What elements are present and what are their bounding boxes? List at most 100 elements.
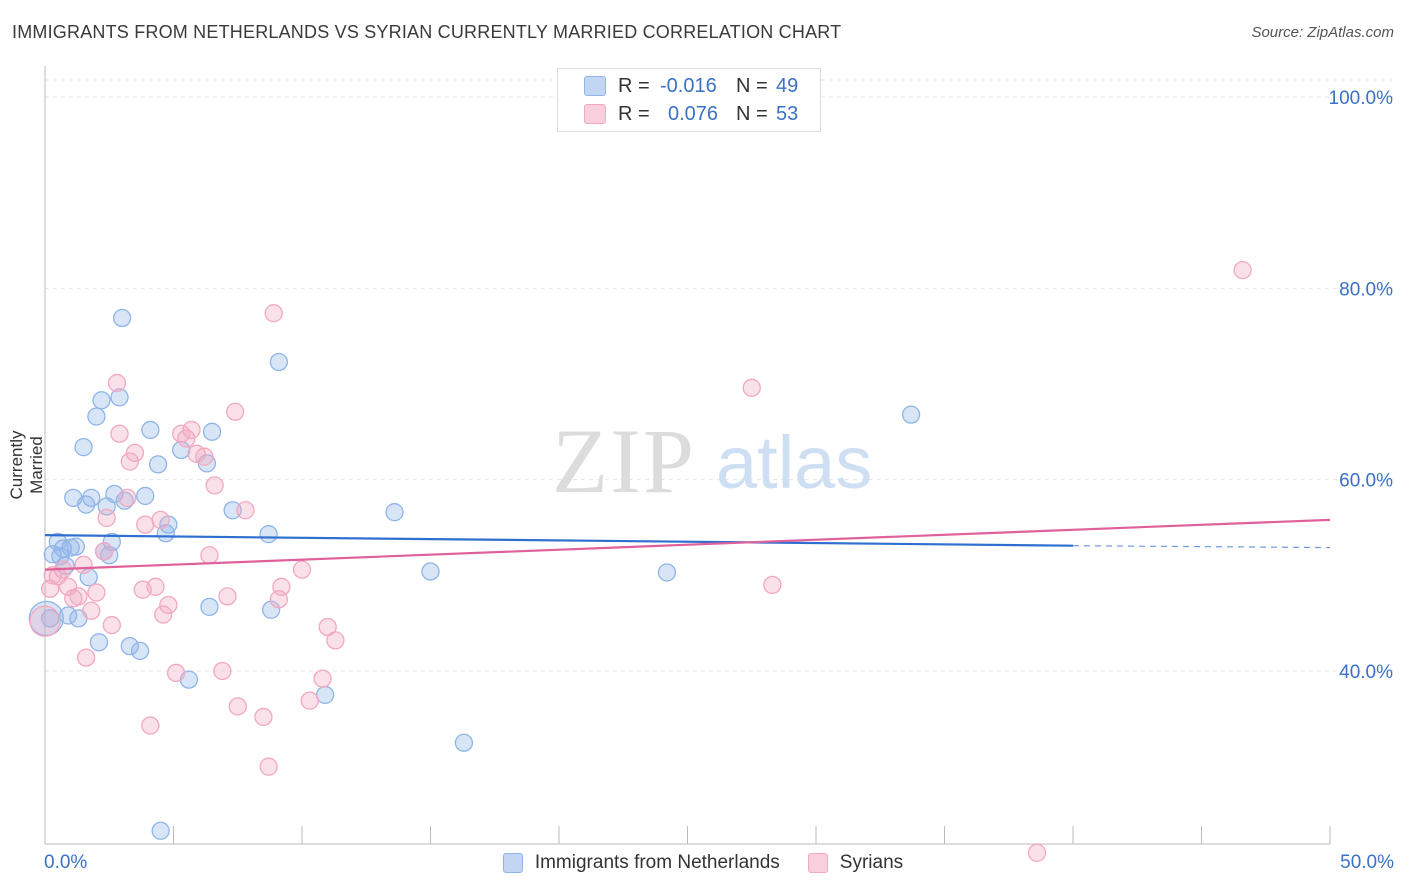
- syrians-point-41: [264, 304, 283, 323]
- syrians-point-35: [218, 587, 237, 606]
- syrians-point-40: [259, 757, 278, 776]
- syrians-point-28: [177, 429, 196, 448]
- netherlands-trend-line-extension: [1072, 545, 1331, 549]
- syrians-point-31: [195, 447, 214, 466]
- syrians-point-21: [141, 716, 160, 735]
- netherlands-n-value: 49: [776, 74, 799, 97]
- legend-item-netherlands: Immigrants from Netherlands: [502, 852, 780, 874]
- r-key: R =: [618, 74, 650, 97]
- legend-label-syrians: Syrians: [839, 852, 904, 873]
- netherlands-point-24: [120, 636, 139, 656]
- syrians-point-50: [763, 575, 782, 595]
- syrians-cluster-point: [29, 605, 61, 637]
- n-key: N =: [736, 74, 768, 97]
- syrians-point-12: [97, 508, 116, 528]
- syrians-r-value: 0.076: [668, 102, 719, 125]
- netherlands-point-41: [385, 503, 404, 522]
- syrians-point-15: [110, 424, 129, 443]
- legend-swatch-netherlands: [502, 853, 523, 873]
- syrians-point-8: [76, 648, 96, 667]
- netherlands-point-7: [66, 537, 85, 556]
- netherlands-point-35: [202, 422, 222, 441]
- netherlands-point-43: [454, 733, 474, 752]
- x-tick-min: 0.0%: [44, 852, 88, 873]
- y-tick-label-2: 60.0%: [1339, 471, 1393, 492]
- syrians-point-51: [1027, 843, 1047, 862]
- netherlands-point-40: [315, 685, 335, 705]
- syrians-swatch: [584, 104, 606, 124]
- netherlands-trend-line: [44, 534, 1074, 547]
- syrians-point-43: [272, 577, 291, 596]
- netherlands-point-44: [657, 563, 677, 582]
- syrians-point-20: [136, 515, 155, 534]
- netherlands-point-22: [112, 308, 132, 328]
- syrians-trend-line: [44, 518, 1331, 571]
- syrians-point-37: [228, 697, 247, 716]
- syrians-point-52: [1233, 261, 1252, 280]
- syrians-point-10: [87, 583, 106, 602]
- syrians-point-29: [182, 420, 201, 440]
- stats-row-syrians: R = 0.076 N = 53: [584, 102, 798, 126]
- syrians-point-11: [94, 542, 114, 561]
- netherlands-point-13: [87, 407, 106, 426]
- netherlands-point-34: [200, 597, 219, 617]
- syrians-point-18: [125, 443, 145, 463]
- syrians-point-23: [151, 510, 170, 529]
- y-tick-label-3: 40.0%: [1339, 662, 1393, 683]
- netherlands-point-36: [223, 501, 242, 520]
- syrians-point-22: [146, 577, 165, 596]
- legend-item-syrians: Syrians: [807, 852, 904, 874]
- netherlands-point-27: [141, 420, 160, 440]
- chart-title: IMMIGRANTS FROM NETHERLANDS VS SYRIAN CU…: [12, 22, 842, 42]
- stats-legend: R = -0.016 N = 49 R = 0.076 N = 53: [557, 68, 821, 132]
- syrians-point-24: [154, 605, 173, 624]
- netherlands-point-46: [151, 821, 170, 840]
- netherlands-point-42: [421, 562, 440, 581]
- netherlands-point-9: [74, 437, 93, 457]
- netherlands-point-12: [82, 488, 101, 507]
- r-key: R =: [618, 102, 650, 125]
- syrians-point-13: [102, 615, 121, 635]
- netherlands-swatch: [584, 76, 606, 96]
- y-axis-label: Currently Married: [7, 430, 46, 500]
- syrians-point-45: [300, 691, 319, 710]
- netherlands-point-26: [136, 486, 155, 506]
- syrians-point-34: [213, 661, 232, 681]
- netherlands-point-39: [269, 352, 289, 372]
- netherlands-point-14: [89, 633, 109, 652]
- syrians-point-17: [120, 452, 139, 471]
- x-tick-max: 50.0%: [1340, 852, 1394, 873]
- netherlands-point-25: [130, 641, 150, 661]
- syrians-point-14: [107, 373, 127, 393]
- y-tick-label-1: 80.0%: [1339, 279, 1393, 300]
- netherlands-point-28: [148, 455, 168, 474]
- syrians-point-49: [742, 378, 761, 397]
- syrians-point-36: [226, 402, 245, 421]
- netherlands-point-48: [51, 547, 70, 566]
- stats-row-netherlands: R = -0.016 N = 49: [584, 74, 798, 98]
- series-legend: Immigrants from Netherlands Syrians: [0, 852, 1406, 874]
- syrians-point-48: [326, 631, 345, 650]
- syrians-point-33: [205, 476, 224, 495]
- syrians-point-6: [69, 587, 88, 606]
- watermark-zip: ZIP: [552, 410, 696, 512]
- n-key: N =: [736, 102, 768, 125]
- chart-source: Source: ZipAtlas.com: [1251, 24, 1394, 41]
- syrians-point-7: [74, 555, 93, 574]
- syrians-n-value: 53: [776, 102, 799, 125]
- netherlands-point-23: [115, 491, 134, 510]
- netherlands-point-15: [92, 391, 111, 410]
- netherlands-point-21: [110, 388, 129, 407]
- syrians-point-38: [236, 501, 255, 520]
- syrians-point-39: [254, 707, 273, 727]
- netherlands-point-37: [259, 525, 278, 544]
- syrians-point-32: [200, 546, 219, 565]
- syrians-point-9: [82, 601, 101, 620]
- syrians-point-16: [118, 488, 137, 507]
- netherlands-r-value: -0.016: [660, 74, 717, 97]
- netherlands-point-47: [40, 609, 60, 628]
- legend-swatch-syrians: [807, 853, 828, 873]
- netherlands-point-19: [102, 532, 121, 551]
- syrians-point-44: [292, 560, 312, 579]
